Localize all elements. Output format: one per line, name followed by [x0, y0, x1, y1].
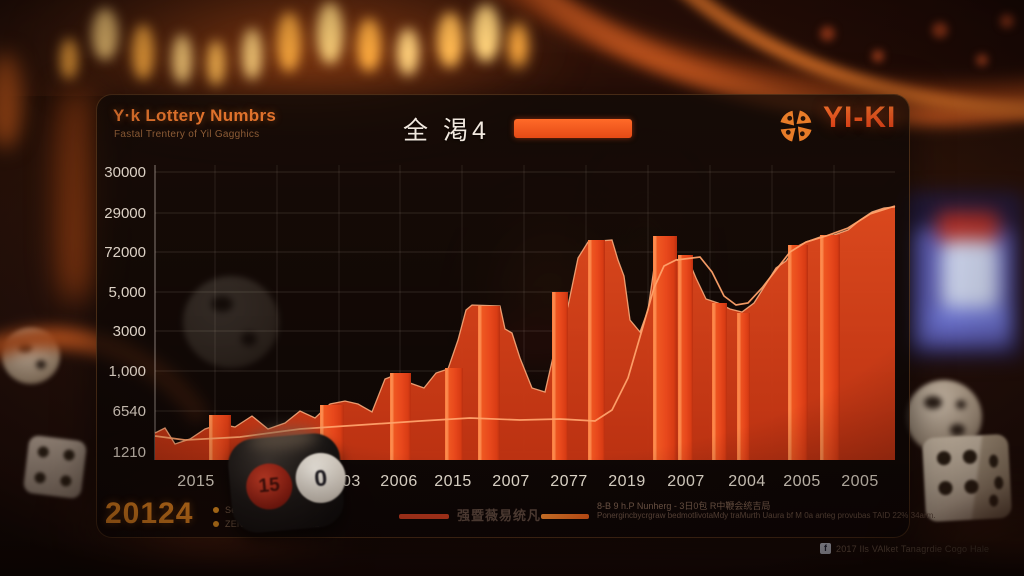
bokeh-light [932, 22, 948, 38]
legend-swatch-line [399, 514, 449, 519]
chandelier-bulb [508, 22, 528, 68]
bokeh-light [820, 26, 835, 41]
chandelier-bulb [60, 38, 78, 80]
credit-icon: f [820, 543, 831, 554]
chandelier-bulb [242, 28, 262, 80]
page-subtitle: Fastal Trentery of Yil Gagghics [114, 129, 260, 140]
header-center-label: 全 渇4 [403, 117, 490, 145]
bullet-text: ZENl Nanatiste 230 h2 [225, 519, 320, 529]
legend-sublabel: Ponergincbycrgraw bedmotlivotaMdy traMur… [597, 511, 936, 520]
chandelier-bulb [437, 12, 463, 68]
chandelier-bulb [277, 12, 301, 72]
legend-label-group: 8-B 9 h.P Nunherg - 3日0包 R中鞭会统吉局 Ponergi… [597, 501, 936, 521]
credit-text: 2017 Ils VAlket Tanagrdie Cogo Hale [836, 543, 990, 554]
chandelier-bulb [357, 18, 381, 72]
page-title: Y·k Lottery Numbrs [113, 106, 277, 125]
legend-label: 8-B 9 h.P Nunherg - 3日0包 R中鞭会统吉局 [597, 501, 771, 511]
chandelier-bulb [397, 28, 419, 76]
chandelier-bulb [472, 4, 500, 62]
bullet-dot-icon [213, 507, 219, 513]
chandelier-bulb [317, 2, 343, 64]
header-orange-bar [514, 119, 632, 138]
wall-glow [56, 90, 98, 300]
credit-line: f 2017 Ils VAlket Tanagrdie Cogo Hale [820, 543, 989, 554]
bullet-text: Seartore dasnt8 A O 2 S [225, 505, 327, 515]
brand-logo-text: YI-KI [823, 101, 897, 134]
footer-bullet-list: Seartore dasnt8 A O 2 S ZENl Nanatiste 2… [213, 503, 327, 531]
chandelier-bulb [172, 34, 192, 84]
tv-screen [903, 192, 1024, 360]
chandelier-bulb [132, 24, 154, 80]
lottery-dashboard-panel: Y·k Lottery Numbrs Fastal Trentery of Yi… [96, 94, 936, 538]
bokeh-light [976, 54, 988, 66]
legend-label: 强暨薇易统凡 [457, 508, 542, 523]
legend-swatch-line [541, 514, 589, 519]
chandelier-bulb [92, 8, 118, 60]
white-die [22, 434, 88, 500]
bokeh-light [872, 50, 884, 62]
bullet-dot-icon [213, 521, 219, 527]
segmented-ball-icon [780, 110, 812, 142]
footer-big-number: 20124 [105, 497, 194, 530]
chandelier-bulb [207, 40, 225, 86]
bokeh-light [1000, 14, 1014, 28]
